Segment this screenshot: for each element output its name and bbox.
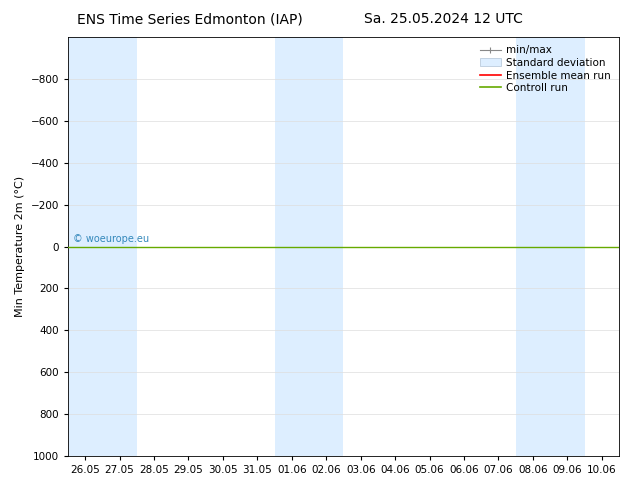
Text: ENS Time Series Edmonton (IAP): ENS Time Series Edmonton (IAP) <box>77 12 303 26</box>
Text: © woeurope.eu: © woeurope.eu <box>74 234 150 245</box>
Bar <box>68 37 137 456</box>
Bar <box>515 37 585 456</box>
Bar <box>275 37 344 456</box>
Legend: min/max, Standard deviation, Ensemble mean run, Controll run: min/max, Standard deviation, Ensemble me… <box>477 42 614 97</box>
Text: Sa. 25.05.2024 12 UTC: Sa. 25.05.2024 12 UTC <box>365 12 523 26</box>
Y-axis label: Min Temperature 2m (°C): Min Temperature 2m (°C) <box>15 176 25 317</box>
